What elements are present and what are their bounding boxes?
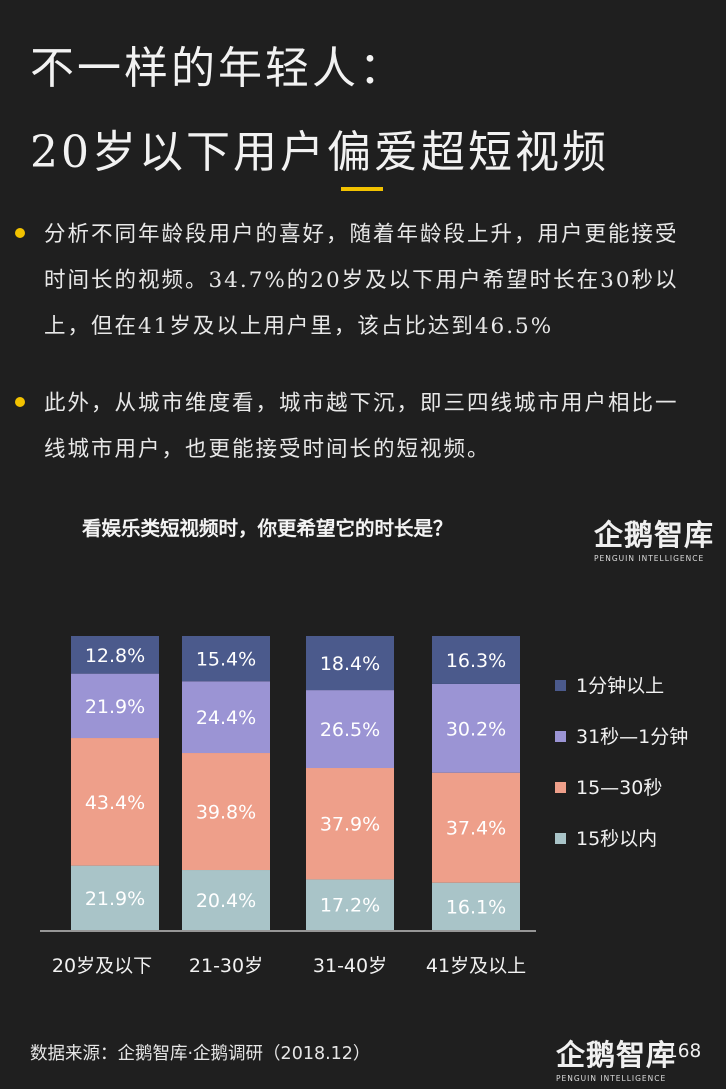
bar-value-label: 26.5% [320, 719, 380, 741]
bar-segment-3-3 [306, 690, 394, 769]
bar-value-label: 17.2% [320, 895, 380, 917]
bar-value-label: 18.4% [320, 653, 380, 675]
bullet-dot-2 [15, 397, 25, 407]
bar-value-label: 24.4% [196, 707, 256, 729]
bar-segment-2-2 [182, 753, 270, 871]
bar-segment-2-3 [182, 681, 270, 754]
brand-subtitle-bottom: PENGUIN INTELLIGENCE [556, 1074, 667, 1083]
bar-segment-4-2 [432, 772, 520, 883]
x-tick-label: 21-30岁 [189, 955, 263, 977]
bar-segment-3-1 [306, 879, 394, 930]
bar-segment-1-2 [71, 738, 159, 866]
brand-logo-bottom: 企鹅智库 PENGUIN INTELLIGENCE [556, 1032, 676, 1083]
data-source-note: 数据来源：企鹅智库·企鹅调研（2018.12） [30, 1044, 371, 1064]
legend-swatch [555, 833, 566, 844]
brand-name-bottom: 企鹅智库 [556, 1038, 677, 1072]
bar-segment-2-4 [182, 636, 270, 682]
bar-segment-3-4 [306, 636, 394, 691]
bar-segment-1-1 [71, 865, 159, 930]
brand-subtitle: PENGUIN INTELLIGENCE [594, 554, 705, 563]
bar-segment-1-3 [71, 673, 159, 739]
bar-segment-1-4 [71, 636, 159, 674]
bar-segment-3-2 [306, 768, 394, 880]
bar-segment-4-3 [432, 683, 520, 773]
bar-value-label: 37.9% [320, 814, 380, 836]
legend-swatch [555, 680, 566, 691]
x-tick-label: 41岁及以上 [426, 955, 526, 977]
bar-segment-4-1 [432, 882, 520, 930]
bar-value-label: 39.8% [196, 802, 256, 824]
brand-name: 企鹅智库 [594, 518, 715, 552]
bar-value-label: 20.4% [196, 890, 256, 912]
title-accent-bar [341, 187, 383, 191]
bar-value-label: 15.4% [196, 649, 256, 671]
legend-swatch [555, 731, 566, 742]
bar-value-label: 16.1% [446, 896, 506, 918]
legend-label: 31秒—1分钟 [576, 726, 688, 748]
bar-segment-2-1 [182, 870, 270, 930]
bar-value-label: 21.9% [85, 696, 145, 718]
bullet-paragraph-1: 分析不同年龄段用户的喜好，随着年龄段上升，用户更能接受时间长的视频。34.7%的… [44, 222, 679, 339]
legend-label: 15秒以内 [576, 828, 657, 850]
bar-segment-4-4 [432, 636, 520, 684]
x-tick-label: 31-40岁 [313, 955, 387, 977]
legend-swatch [555, 782, 566, 793]
legend-label: 1分钟以上 [576, 675, 664, 697]
bullet-paragraph-2: 此外，从城市维度看，城市越下沉，即三四线城市用户相比一线城市用户，也更能接受时间… [44, 391, 679, 462]
x-tick-label: 20岁及以下 [52, 955, 152, 977]
bar-value-label: 21.9% [85, 888, 145, 910]
bar-value-label: 16.3% [446, 650, 506, 672]
chart-title: 看娱乐类短视频时，你更希望它的时长是？ [82, 517, 453, 540]
title-line-2: 20岁以下用户偏爱超短视频 [30, 127, 609, 178]
brand-logo-top: 企鹅智库 PENGUIN INTELLIGENCE [594, 512, 714, 563]
title-line-1: 不一样的年轻人： [30, 43, 406, 94]
bullet-dot-1 [15, 228, 25, 238]
bar-value-label: 12.8% [85, 645, 145, 667]
legend-label: 15—30秒 [576, 777, 662, 799]
bar-value-label: 43.4% [85, 792, 145, 814]
page-number: 168 [666, 1041, 702, 1062]
bar-value-label: 30.2% [446, 718, 506, 740]
bar-value-label: 37.4% [446, 818, 506, 840]
